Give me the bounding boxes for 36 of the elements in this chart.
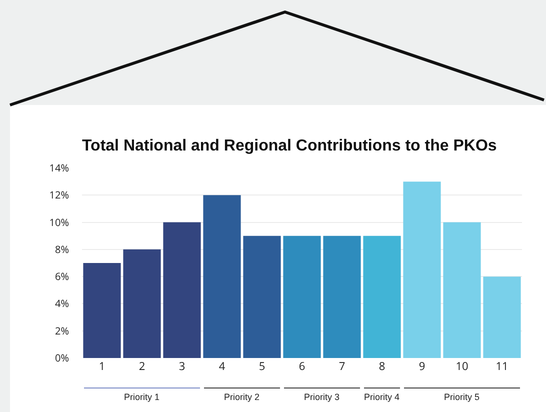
bar	[283, 236, 321, 358]
text: Priority 1	[124, 392, 160, 402]
y-tick-label: 8%	[55, 242, 69, 256]
chart-title: Total National and Regional Contributions to the PKOs	[82, 138, 497, 155]
bar	[443, 222, 481, 358]
x-tick-label: 8	[378, 359, 386, 374]
text: Priority 4	[364, 392, 400, 402]
x-tick-label: 6	[298, 359, 306, 374]
x-tick-label: 5	[258, 359, 266, 374]
y-tick-label: 4%	[55, 296, 69, 310]
x-tick-label: 10	[456, 359, 468, 374]
x-tick-label: 7	[338, 359, 346, 374]
x-tick-label: 11	[496, 359, 508, 374]
x-tick-label: 9	[418, 359, 426, 374]
bar	[363, 236, 401, 358]
bar	[203, 195, 241, 358]
text: Priority 5	[444, 392, 480, 402]
bar	[163, 222, 201, 358]
bar	[483, 276, 521, 358]
text: Priority 2	[224, 392, 260, 402]
x-tick-label: 1	[98, 359, 106, 374]
y-tick-label: 14%	[49, 160, 69, 174]
y-tick-label: 6%	[55, 269, 69, 284]
bar	[323, 236, 361, 358]
bar	[243, 236, 281, 358]
bar	[123, 249, 161, 358]
bar	[83, 263, 121, 358]
x-tick-label: 4	[218, 359, 226, 374]
y-tick-label: 12%	[49, 188, 69, 202]
y-tick-label: 2%	[55, 323, 69, 338]
y-tick-label: 0%	[55, 350, 69, 364]
x-tick-label: 3	[178, 359, 186, 374]
bar	[403, 182, 441, 358]
text: Priority 3	[304, 392, 340, 402]
x-tick-label: 2	[138, 359, 146, 374]
y-tick-label: 10%	[49, 214, 69, 229]
